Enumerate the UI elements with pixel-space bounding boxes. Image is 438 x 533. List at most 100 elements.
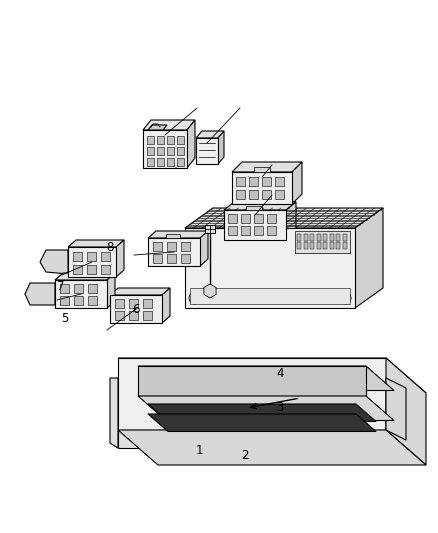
Polygon shape: [232, 162, 302, 172]
Polygon shape: [55, 273, 115, 280]
Bar: [143, 311, 152, 320]
Bar: [224, 210, 286, 240]
Bar: [167, 136, 174, 144]
Text: 6: 6: [132, 303, 140, 316]
Bar: [304, 242, 307, 249]
Bar: [101, 265, 110, 274]
Bar: [323, 242, 327, 249]
Bar: [329, 242, 333, 249]
Bar: [297, 234, 301, 241]
Bar: [55, 280, 107, 308]
Bar: [310, 234, 314, 241]
Bar: [115, 299, 124, 308]
Polygon shape: [218, 131, 224, 164]
Polygon shape: [110, 378, 118, 448]
Bar: [295, 231, 350, 253]
Bar: [166, 234, 180, 238]
Bar: [241, 226, 250, 235]
Bar: [74, 284, 83, 293]
Bar: [73, 265, 82, 274]
Polygon shape: [200, 231, 208, 266]
Bar: [177, 158, 184, 166]
Polygon shape: [116, 240, 124, 277]
Bar: [177, 136, 184, 144]
Bar: [310, 242, 314, 249]
Bar: [275, 177, 284, 186]
Polygon shape: [224, 202, 296, 210]
Bar: [167, 147, 174, 155]
Bar: [267, 226, 276, 235]
Text: 4: 4: [276, 367, 284, 379]
Bar: [153, 254, 162, 263]
Bar: [60, 284, 69, 293]
Bar: [147, 158, 154, 166]
Bar: [87, 265, 96, 274]
Bar: [87, 252, 96, 261]
Bar: [68, 247, 116, 277]
Polygon shape: [143, 120, 195, 130]
Bar: [323, 234, 327, 241]
Bar: [228, 226, 237, 235]
Bar: [157, 158, 164, 166]
Bar: [246, 206, 262, 210]
Bar: [262, 177, 271, 186]
Text: 7: 7: [57, 280, 64, 293]
Bar: [101, 252, 110, 261]
Bar: [185, 228, 355, 308]
Bar: [143, 130, 187, 168]
Bar: [147, 147, 154, 155]
Bar: [236, 177, 245, 186]
Text: 2: 2: [241, 449, 249, 462]
Bar: [343, 234, 346, 241]
Polygon shape: [187, 120, 195, 168]
Polygon shape: [386, 358, 426, 465]
Polygon shape: [118, 430, 426, 465]
Bar: [60, 296, 69, 305]
Polygon shape: [118, 358, 426, 393]
Bar: [118, 430, 386, 448]
Text: 3: 3: [277, 401, 284, 414]
Circle shape: [189, 292, 201, 304]
Bar: [73, 252, 82, 261]
Bar: [336, 242, 340, 249]
Bar: [118, 358, 386, 430]
Bar: [343, 242, 346, 249]
Bar: [157, 136, 164, 144]
Polygon shape: [138, 366, 366, 396]
Polygon shape: [148, 125, 167, 130]
Bar: [181, 242, 190, 251]
Polygon shape: [292, 162, 302, 204]
Bar: [110, 295, 162, 323]
Polygon shape: [286, 202, 296, 240]
Polygon shape: [148, 231, 208, 238]
Bar: [249, 177, 258, 186]
Bar: [304, 234, 307, 241]
Circle shape: [339, 292, 351, 304]
Bar: [228, 214, 237, 223]
Bar: [329, 234, 333, 241]
Polygon shape: [110, 288, 170, 295]
Bar: [297, 242, 301, 249]
Bar: [190, 288, 350, 304]
Bar: [336, 234, 340, 241]
Polygon shape: [355, 208, 383, 308]
Bar: [317, 234, 321, 241]
Bar: [249, 190, 258, 199]
Bar: [157, 147, 164, 155]
Bar: [74, 296, 83, 305]
Polygon shape: [107, 273, 115, 308]
Bar: [275, 190, 284, 199]
Bar: [181, 254, 190, 263]
Bar: [196, 138, 218, 164]
Bar: [236, 190, 245, 199]
Bar: [129, 299, 138, 308]
Polygon shape: [25, 283, 55, 305]
Polygon shape: [148, 414, 376, 432]
Bar: [143, 299, 152, 308]
Bar: [129, 311, 138, 320]
Bar: [254, 226, 263, 235]
Text: 8: 8: [106, 241, 113, 254]
Bar: [177, 147, 184, 155]
Bar: [241, 214, 250, 223]
Bar: [262, 190, 271, 199]
